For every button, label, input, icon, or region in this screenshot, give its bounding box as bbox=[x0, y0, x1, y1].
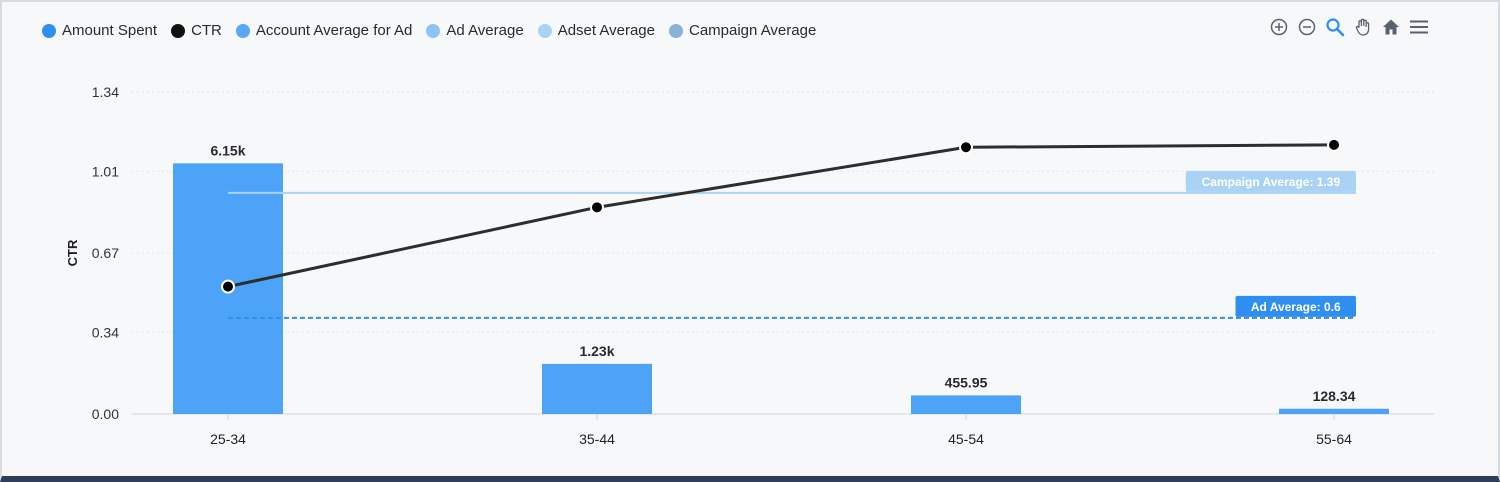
y-axis-title: CTR bbox=[65, 239, 80, 266]
ctr-point-25-34 bbox=[221, 279, 235, 294]
legend-item-campaign-average[interactable]: Campaign Average bbox=[668, 22, 817, 39]
ctr-point-35-44 bbox=[590, 200, 604, 215]
pan-icon[interactable] bbox=[1352, 16, 1374, 38]
zoom-select-icon[interactable] bbox=[1324, 16, 1346, 38]
zoom-out-icon[interactable] bbox=[1296, 16, 1318, 38]
home-icon[interactable] bbox=[1380, 16, 1402, 38]
bar-35-44 bbox=[542, 363, 652, 414]
ctr-line bbox=[227, 143, 1335, 289]
legend-label: Ad Average bbox=[446, 22, 524, 39]
bar-data-label: 128.34 bbox=[1313, 388, 1356, 404]
x-tick-label: 45-54 bbox=[948, 431, 984, 447]
reference-badge-campaign-average bbox=[1185, 170, 1356, 192]
y-tick-label: 0.34 bbox=[92, 324, 119, 340]
legend-item-amount-spent[interactable]: Amount Spent bbox=[42, 22, 157, 39]
zoom-in-icon[interactable] bbox=[1268, 16, 1290, 38]
bar-55-64 bbox=[1279, 408, 1389, 414]
legend-label: Account Average for Ad bbox=[255, 22, 413, 39]
legend-swatch bbox=[235, 23, 250, 38]
legend-item-ctr[interactable]: CTR bbox=[171, 22, 222, 39]
legend-item-adset-average[interactable]: Adset Average bbox=[537, 22, 655, 39]
legend-swatch bbox=[42, 23, 56, 38]
ctr-point-55-64 bbox=[1327, 137, 1341, 152]
legend-swatch bbox=[537, 23, 552, 38]
y-tick-label: 1.34 bbox=[92, 84, 119, 100]
legend-label: Adset Average bbox=[557, 22, 655, 39]
y-tick-label: 1.01 bbox=[92, 163, 119, 179]
legend-swatch bbox=[668, 23, 683, 38]
x-tick-label: 55-64 bbox=[1316, 431, 1352, 447]
ctr-point-45-54 bbox=[959, 140, 973, 155]
reference-badge-ad-average bbox=[1235, 295, 1356, 317]
legend-swatch bbox=[171, 23, 186, 38]
x-tick-label: 35-44 bbox=[579, 431, 615, 447]
legend-label: CTR bbox=[191, 22, 222, 39]
chart-toolbar bbox=[1268, 16, 1430, 38]
reference-badge-label: Campaign Average: 1.39 bbox=[1202, 175, 1341, 189]
bar-data-label: 1.23k bbox=[579, 343, 614, 359]
menu-icon[interactable] bbox=[1408, 16, 1430, 38]
legend-item-account-average-for-ad[interactable]: Account Average for Ad bbox=[235, 22, 413, 39]
y-tick-label: 0.00 bbox=[92, 406, 119, 422]
legend-item-ad-average[interactable]: Ad Average bbox=[426, 22, 524, 39]
legend-label: Amount Spent bbox=[62, 22, 158, 39]
bar-data-label: 455.95 bbox=[945, 374, 988, 390]
reference-badge-label: Ad Average: 0.6 bbox=[1251, 300, 1341, 314]
bar-45-54 bbox=[911, 395, 1021, 414]
x-tick-label: 25-34 bbox=[210, 431, 246, 447]
legend-swatch bbox=[426, 23, 441, 38]
y-tick-label: 0.67 bbox=[92, 245, 119, 261]
bar-data-label: 6.15k bbox=[210, 142, 245, 158]
legend-label: Campaign Average bbox=[688, 22, 817, 39]
chart-legend: Amount Spent CTR Account Average for Ad Ad … bbox=[42, 22, 816, 39]
